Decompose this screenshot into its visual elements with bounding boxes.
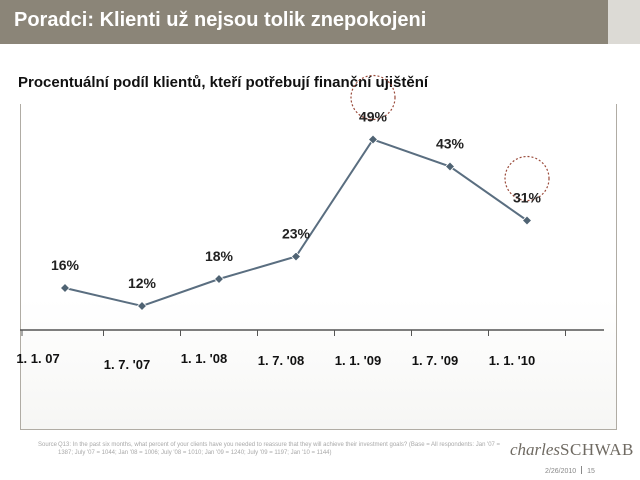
footer: 2/26/2010 15 — [545, 466, 595, 475]
page-number: 15 — [587, 468, 595, 475]
data-point — [59, 282, 71, 294]
footer-date: 2/26/2010 — [545, 468, 577, 475]
x-tick-label: 1. 7. '09 — [412, 353, 458, 368]
x-tick-label: 1. 1. '09 — [335, 353, 381, 368]
data-label: 43% — [436, 136, 465, 152]
title-bar-accent — [608, 0, 640, 44]
data-label: 16% — [51, 257, 80, 273]
charles-schwab-logo: charlesSCHWAB — [510, 440, 634, 460]
x-tick-label: 1. 7. '08 — [258, 353, 304, 368]
data-point — [367, 134, 379, 145]
x-tick-label: 1. 1. '10 — [489, 353, 535, 368]
data-point — [136, 300, 148, 312]
data-label: 49% — [359, 109, 388, 125]
highlight-circle — [504, 155, 550, 202]
logo-part-charles: charles — [510, 440, 561, 459]
data-point — [444, 161, 456, 172]
chart-title: Procentuální podíl klientů, kteří potřeb… — [18, 74, 429, 91]
page-title: Poradci: Klienti už nejsou tolik znepoko… — [14, 9, 427, 31]
x-tick-label: 1. 7. '07 — [104, 357, 150, 372]
data-label: 12% — [128, 275, 157, 291]
data-point — [521, 215, 533, 226]
data-point — [213, 273, 225, 285]
source-text: Q13: In the past six months, what percen… — [58, 442, 501, 456]
data-label: 23% — [282, 226, 311, 242]
source-label: Source — [38, 442, 58, 448]
footer-separator — [581, 466, 583, 474]
x-tick-label: 1. 1. 07 — [16, 351, 59, 366]
line-chart: 16% 12% 18% 23% 49% 43% 31% 1. 1. 07 1. 7. '07 1.… — [16, 74, 604, 372]
logo-part-schwab: SCHWAB — [560, 440, 634, 459]
x-tick-label: 1. 1. '08 — [181, 351, 227, 366]
data-label: 18% — [205, 248, 234, 264]
highlight-circle — [350, 74, 396, 121]
data-point — [290, 251, 302, 262]
title-bar — [0, 0, 608, 44]
data-label: 31% — [513, 190, 542, 206]
